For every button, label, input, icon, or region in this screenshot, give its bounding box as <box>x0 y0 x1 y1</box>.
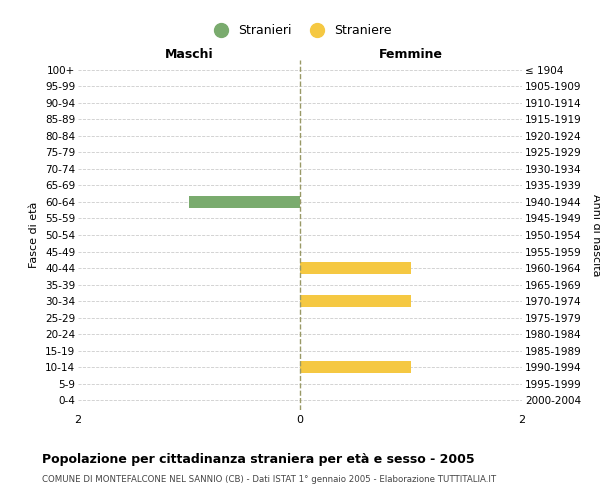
Text: Femmine: Femmine <box>379 48 443 61</box>
Text: Maschi: Maschi <box>164 48 214 61</box>
Bar <box>189 196 300 208</box>
Text: Popolazione per cittadinanza straniera per età e sesso - 2005: Popolazione per cittadinanza straniera p… <box>42 452 475 466</box>
Y-axis label: Anni di nascita: Anni di nascita <box>591 194 600 276</box>
Y-axis label: Fasce di età: Fasce di età <box>29 202 40 268</box>
Text: COMUNE DI MONTEFALCONE NEL SANNIO (CB) - Dati ISTAT 1° gennaio 2005 - Elaborazio: COMUNE DI MONTEFALCONE NEL SANNIO (CB) -… <box>42 475 496 484</box>
Bar <box>300 262 411 274</box>
Bar <box>300 295 411 307</box>
Legend: Stranieri, Straniere: Stranieri, Straniere <box>208 24 392 37</box>
Bar <box>300 361 411 374</box>
